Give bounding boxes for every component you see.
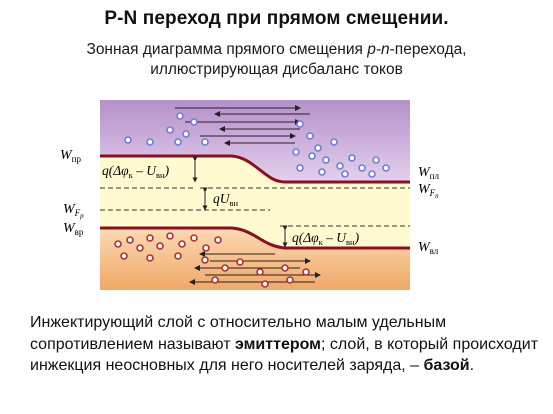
hole-flow-arrows [189,251,321,285]
subtitle: Зонная диаграмма прямого смещения p-n-пе… [20,40,533,80]
band-diagram-svg: Wпр WFp Wвр Wпл WFn Wвл q(Δφк – Uвн) qUв… [60,100,439,290]
caption-emitter: эмиттером [234,335,322,353]
caption-part1: Инжектирующий слой с относительно малым … [30,314,447,353]
page-title: P-N переход при прямом смещении. [104,8,449,29]
caption-part3: . [469,357,475,374]
band-diagram: Wпр WFp Wвр Wпл WFn Wвл q(Δφк – Uвн) qUв… [0,96,553,296]
subtitle-line1-pre: Зонная диаграмма прямого смещения [86,41,368,58]
label-w-vp: Wвр [63,221,84,237]
label-w-cn: Wпл [418,165,439,181]
label-w-fp: WFp [63,202,84,220]
caption-part2: ; слой, в который происходит инжекция не… [30,335,539,375]
label-w-vn: Wвл [418,240,439,256]
valence-band-edge [100,226,410,250]
electron-flow-arrows [175,105,310,146]
conduction-band-region [100,100,410,182]
caption-base: базой [423,357,470,374]
hole-carriers [114,232,310,288]
subtitle-pn-italic: p-n [367,41,390,58]
caption: Инжектирующий слой с относительно малым … [30,312,540,377]
label-qu: qUвн [213,191,239,208]
subtitle-line1-post: -перехода, [389,41,467,58]
label-w-fn: WFn [418,182,439,200]
label-w-cp: Wпр [60,148,81,164]
electron-carriers [124,112,390,178]
label-barrier-lower: q(Δφк – Uвн) [292,230,360,247]
valence-band-region [100,228,410,290]
label-barrier-upper: q(Δφк – Uвн) [102,163,170,180]
conduction-band-edge [100,154,410,184]
subtitle-line2: иллюстрирующая дисбаланс токов [150,61,403,78]
